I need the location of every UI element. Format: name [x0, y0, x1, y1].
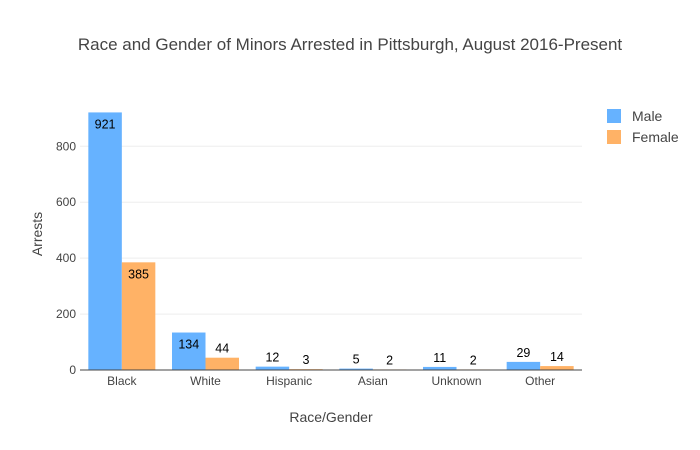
data-label: 11	[433, 351, 446, 365]
bar-male-other[interactable]	[506, 361, 541, 370]
x-tick-label: White	[190, 374, 221, 388]
bars	[88, 112, 574, 371]
bar-male-unknown[interactable]	[423, 366, 457, 370]
y-tick-label: 200	[56, 307, 76, 321]
data-label: 2	[470, 353, 477, 367]
data-label: 14	[550, 350, 564, 364]
bar-male-white[interactable]	[172, 332, 206, 370]
x-axis-ticks: Black White Hispanic Asian Unknown Other	[107, 374, 555, 388]
data-label: 921	[95, 117, 116, 131]
legend-item-male[interactable]: Male	[607, 108, 663, 124]
data-label: 134	[178, 338, 199, 352]
bar-female-other[interactable]	[540, 366, 574, 370]
x-tick-label: Other	[525, 374, 555, 388]
y-tick-label: 800	[56, 139, 76, 153]
data-label: 5	[353, 353, 360, 367]
x-tick-label: Hispanic	[266, 374, 312, 388]
data-label: 12	[265, 351, 279, 365]
x-tick-label: Black	[107, 374, 137, 388]
data-label: 2	[386, 353, 393, 367]
bar-male-asian[interactable]	[339, 368, 373, 370]
y-axis-title: Arrests	[29, 212, 45, 256]
bar-female-white[interactable]	[205, 357, 240, 370]
data-labels: 921 385 134 44 12 3 5 2 11 2 29 14	[95, 117, 564, 367]
x-tick-label: Asian	[358, 374, 388, 388]
bar-male-black[interactable]	[88, 112, 122, 371]
y-axis-ticks: 0 200 400 600 800	[56, 139, 76, 377]
data-label: 44	[215, 342, 229, 356]
legend: Male Female	[607, 108, 679, 145]
bar-male-hispanic[interactable]	[255, 366, 290, 370]
x-axis-title: Race/Gender	[289, 409, 373, 425]
gridlines	[80, 145, 582, 315]
data-label: 29	[516, 346, 530, 360]
y-tick-label: 600	[56, 195, 76, 209]
x-tick-label: Unknown	[431, 374, 481, 388]
legend-swatch-female	[607, 130, 621, 144]
legend-swatch-male	[607, 109, 621, 123]
legend-label-male: Male	[632, 108, 663, 124]
bar-female-black[interactable]	[121, 262, 156, 370]
legend-label-female: Female	[632, 129, 679, 145]
chart-title: Race and Gender of Minors Arrested in Pi…	[78, 35, 623, 54]
legend-item-female[interactable]: Female	[607, 129, 679, 145]
y-tick-label: 400	[56, 251, 76, 265]
y-tick-label: 0	[69, 363, 76, 377]
data-label: 3	[302, 353, 309, 367]
data-label: 385	[128, 267, 149, 281]
